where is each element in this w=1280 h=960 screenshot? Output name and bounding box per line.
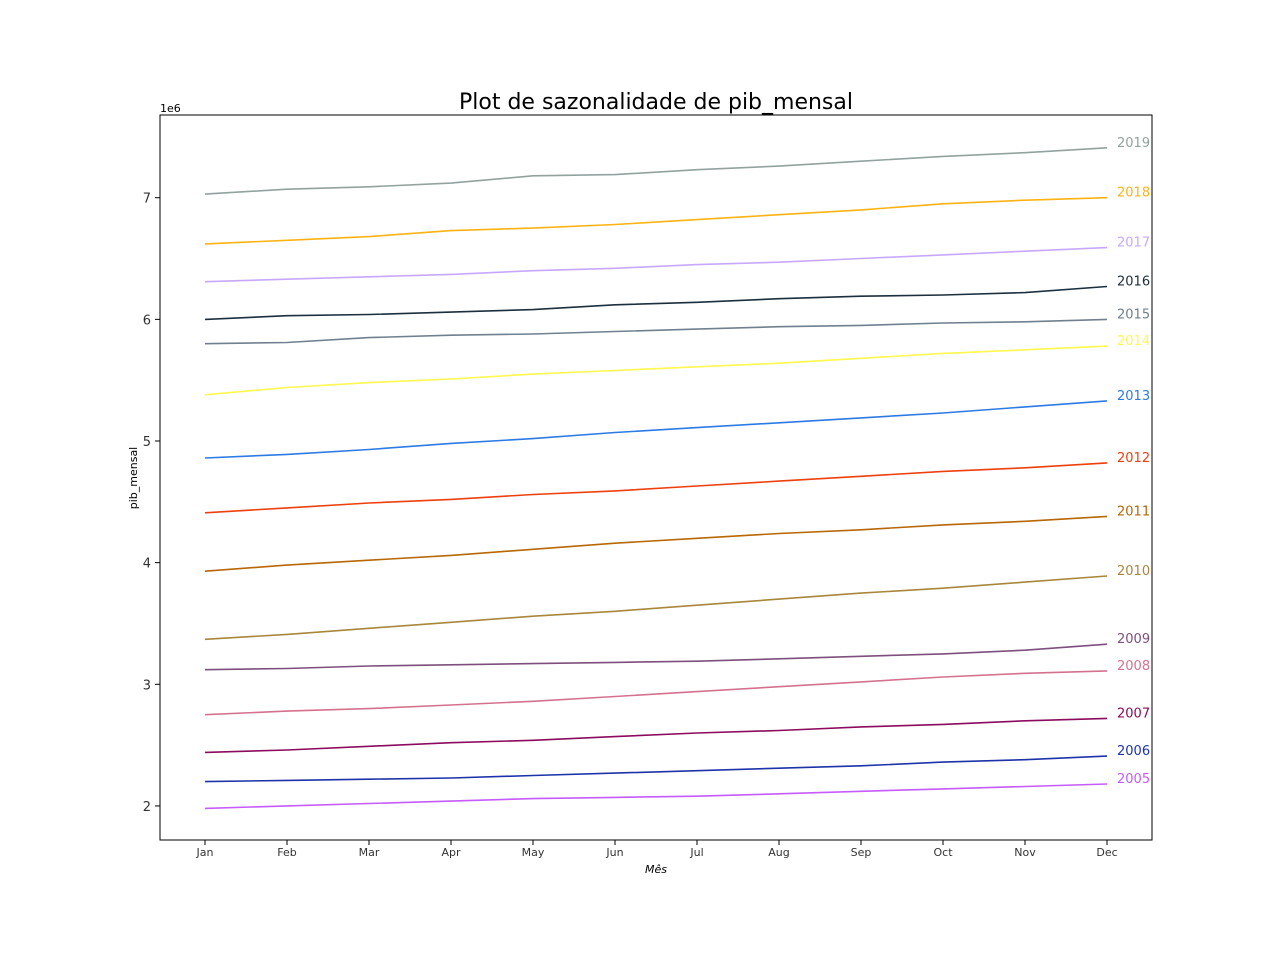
x-tick-label: Apr <box>441 846 461 859</box>
series-line-2007 <box>204 717 1108 754</box>
series-line-2008 <box>204 670 1108 716</box>
x-tick-label: Jul <box>689 846 703 859</box>
series-label-2015: 2015 <box>1117 307 1150 322</box>
y-tick-label: 2 <box>143 800 151 815</box>
series-label-2010: 2010 <box>1117 564 1150 579</box>
chart-title: Plot de sazonalidade de pib_mensal <box>459 90 853 115</box>
series-line-2013 <box>204 400 1108 459</box>
y-axis-label: pib_mensal <box>127 447 140 510</box>
series-label-2007: 2007 <box>1117 706 1150 721</box>
series-label-2017: 2017 <box>1117 236 1150 251</box>
y-tick-label: 4 <box>143 557 151 572</box>
x-tick-label: May <box>522 846 545 859</box>
series-label-2009: 2009 <box>1117 632 1150 647</box>
x-tick-label: Dec <box>1096 846 1117 859</box>
x-tick-label: Feb <box>277 846 296 859</box>
plot-area-frame <box>159 114 1153 841</box>
series-label-2005: 2005 <box>1117 772 1150 787</box>
y-tick-label: 5 <box>143 435 151 450</box>
series-line-2011 <box>204 515 1108 572</box>
x-tick-label: Mar <box>359 846 380 859</box>
series-line-2018 <box>204 196 1108 245</box>
y-tick-label: 6 <box>143 313 151 328</box>
x-tick-label: Jan <box>196 846 214 859</box>
x-tick-label: Sep <box>851 846 872 859</box>
series-label-2016: 2016 <box>1117 275 1150 290</box>
x-tick-label: Aug <box>768 846 789 859</box>
series-label-2019: 2019 <box>1117 136 1150 151</box>
x-tick-label: Nov <box>1014 846 1036 859</box>
series-line-2010 <box>204 575 1108 641</box>
series-lines <box>204 147 1108 810</box>
series-label-2018: 2018 <box>1117 186 1150 201</box>
series-line-2017 <box>204 246 1108 283</box>
series-line-2015 <box>204 318 1108 345</box>
series-line-2014 <box>204 345 1108 396</box>
series-labels: 2005 2006 2007 2008 2009 2010 2011 2012 2013 2014… <box>1117 136 1150 787</box>
series-line-2012 <box>204 462 1108 514</box>
series-label-2013: 2013 <box>1117 389 1150 404</box>
x-axis-label: Mês <box>645 863 667 876</box>
series-label-2014: 2014 <box>1117 334 1150 349</box>
series-label-2006: 2006 <box>1117 744 1150 759</box>
series-line-2016 <box>204 285 1108 321</box>
series-line-2019 <box>204 147 1108 195</box>
series-line-2005 <box>204 783 1108 810</box>
series-line-2006 <box>204 755 1108 783</box>
y-tick-label: 3 <box>143 678 151 693</box>
series-line-2009 <box>204 643 1108 671</box>
series-label-2008: 2008 <box>1117 659 1150 674</box>
x-tick-label: Jun <box>605 846 623 859</box>
y-tick-label: 7 <box>143 192 151 207</box>
y-axis-offset-label: 1e6 <box>160 102 181 115</box>
series-label-2012: 2012 <box>1117 451 1150 466</box>
x-tick-label: Oct <box>933 846 953 859</box>
series-label-2011: 2011 <box>1117 504 1150 519</box>
axis-ticks: Jan Feb Mar Apr May Jun Jul Aug Sep Oct Nov Dec 2 3 4 5… <box>143 192 1118 859</box>
